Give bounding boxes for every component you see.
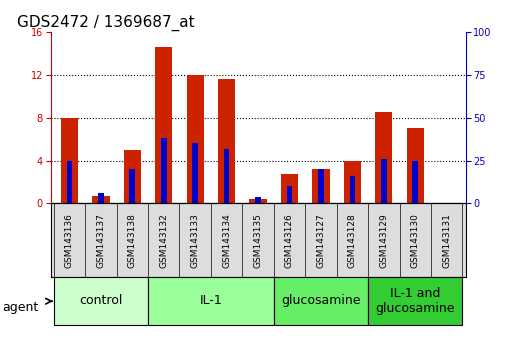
Text: GSM143131: GSM143131 (441, 213, 450, 268)
Bar (255, 196, 261, 204)
Text: GSM143134: GSM143134 (222, 213, 231, 268)
Text: GSM143130: GSM143130 (410, 213, 419, 268)
Text: IL-1: IL-1 (199, 294, 222, 307)
Bar (67, 160, 72, 204)
Bar (343, 160, 360, 204)
Text: glucosamine: glucosamine (281, 294, 360, 307)
Bar (280, 175, 297, 204)
Bar (61, 118, 78, 204)
Text: GSM143136: GSM143136 (65, 213, 74, 268)
Text: GSM143132: GSM143132 (159, 213, 168, 268)
Text: GSM143126: GSM143126 (284, 213, 293, 268)
Text: GSM143135: GSM143135 (253, 213, 262, 268)
Text: IL-1 and
glucosamine: IL-1 and glucosamine (375, 287, 454, 315)
Bar (148, 277, 273, 325)
Bar (380, 159, 386, 204)
Text: GSM143127: GSM143127 (316, 213, 325, 268)
Text: agent: agent (3, 302, 39, 314)
Bar (273, 277, 367, 325)
Text: control: control (79, 294, 122, 307)
Text: GDS2472 / 1369687_at: GDS2472 / 1369687_at (17, 14, 194, 30)
Text: GSM143138: GSM143138 (128, 213, 136, 268)
Bar (92, 196, 109, 204)
Text: GSM143129: GSM143129 (379, 213, 387, 268)
Bar (318, 169, 323, 204)
Bar (349, 176, 355, 204)
Bar (412, 160, 417, 204)
Bar (249, 199, 266, 204)
Bar (129, 169, 135, 204)
Bar (161, 138, 166, 204)
Bar (98, 193, 104, 204)
Bar (406, 129, 423, 204)
Bar (367, 277, 462, 325)
Bar (123, 150, 141, 204)
Text: GSM143128: GSM143128 (347, 213, 356, 268)
Bar (223, 149, 229, 204)
Text: GSM143133: GSM143133 (190, 213, 199, 268)
Bar (186, 75, 204, 204)
Bar (374, 112, 392, 204)
Bar (218, 79, 235, 204)
Bar (155, 47, 172, 204)
Text: GSM143137: GSM143137 (96, 213, 105, 268)
Bar (286, 186, 292, 204)
Bar (54, 277, 148, 325)
Bar (192, 143, 197, 204)
Bar (312, 169, 329, 204)
